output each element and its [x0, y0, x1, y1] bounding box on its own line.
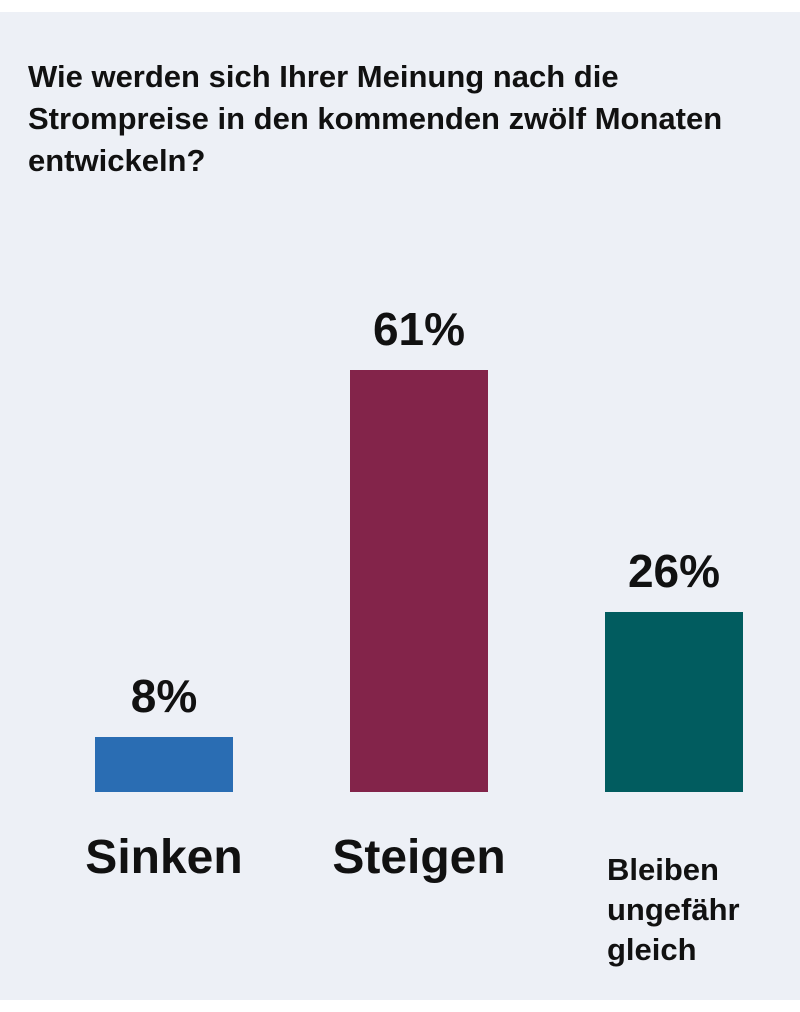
bar — [95, 736, 233, 792]
value-label: 8% — [130, 669, 198, 722]
value-label: 61% — [372, 303, 466, 355]
chart-title: Wie werden sich Ihrer Meinung nach die S… — [28, 59, 723, 178]
category-label: Bleiben ungefähr gleich — [607, 852, 740, 967]
bar — [350, 370, 488, 792]
value-label: 26% — [627, 545, 721, 598]
category-label: Sinken — [85, 831, 243, 884]
bar — [605, 612, 743, 792]
page-root: {"chart_data": {"type": "bar", "title": … — [0, 12, 800, 1012]
category-label: Steigen — [332, 831, 506, 884]
chart: Wie werden sich Ihrer Meinung nach die S… — [0, 12, 800, 1000]
